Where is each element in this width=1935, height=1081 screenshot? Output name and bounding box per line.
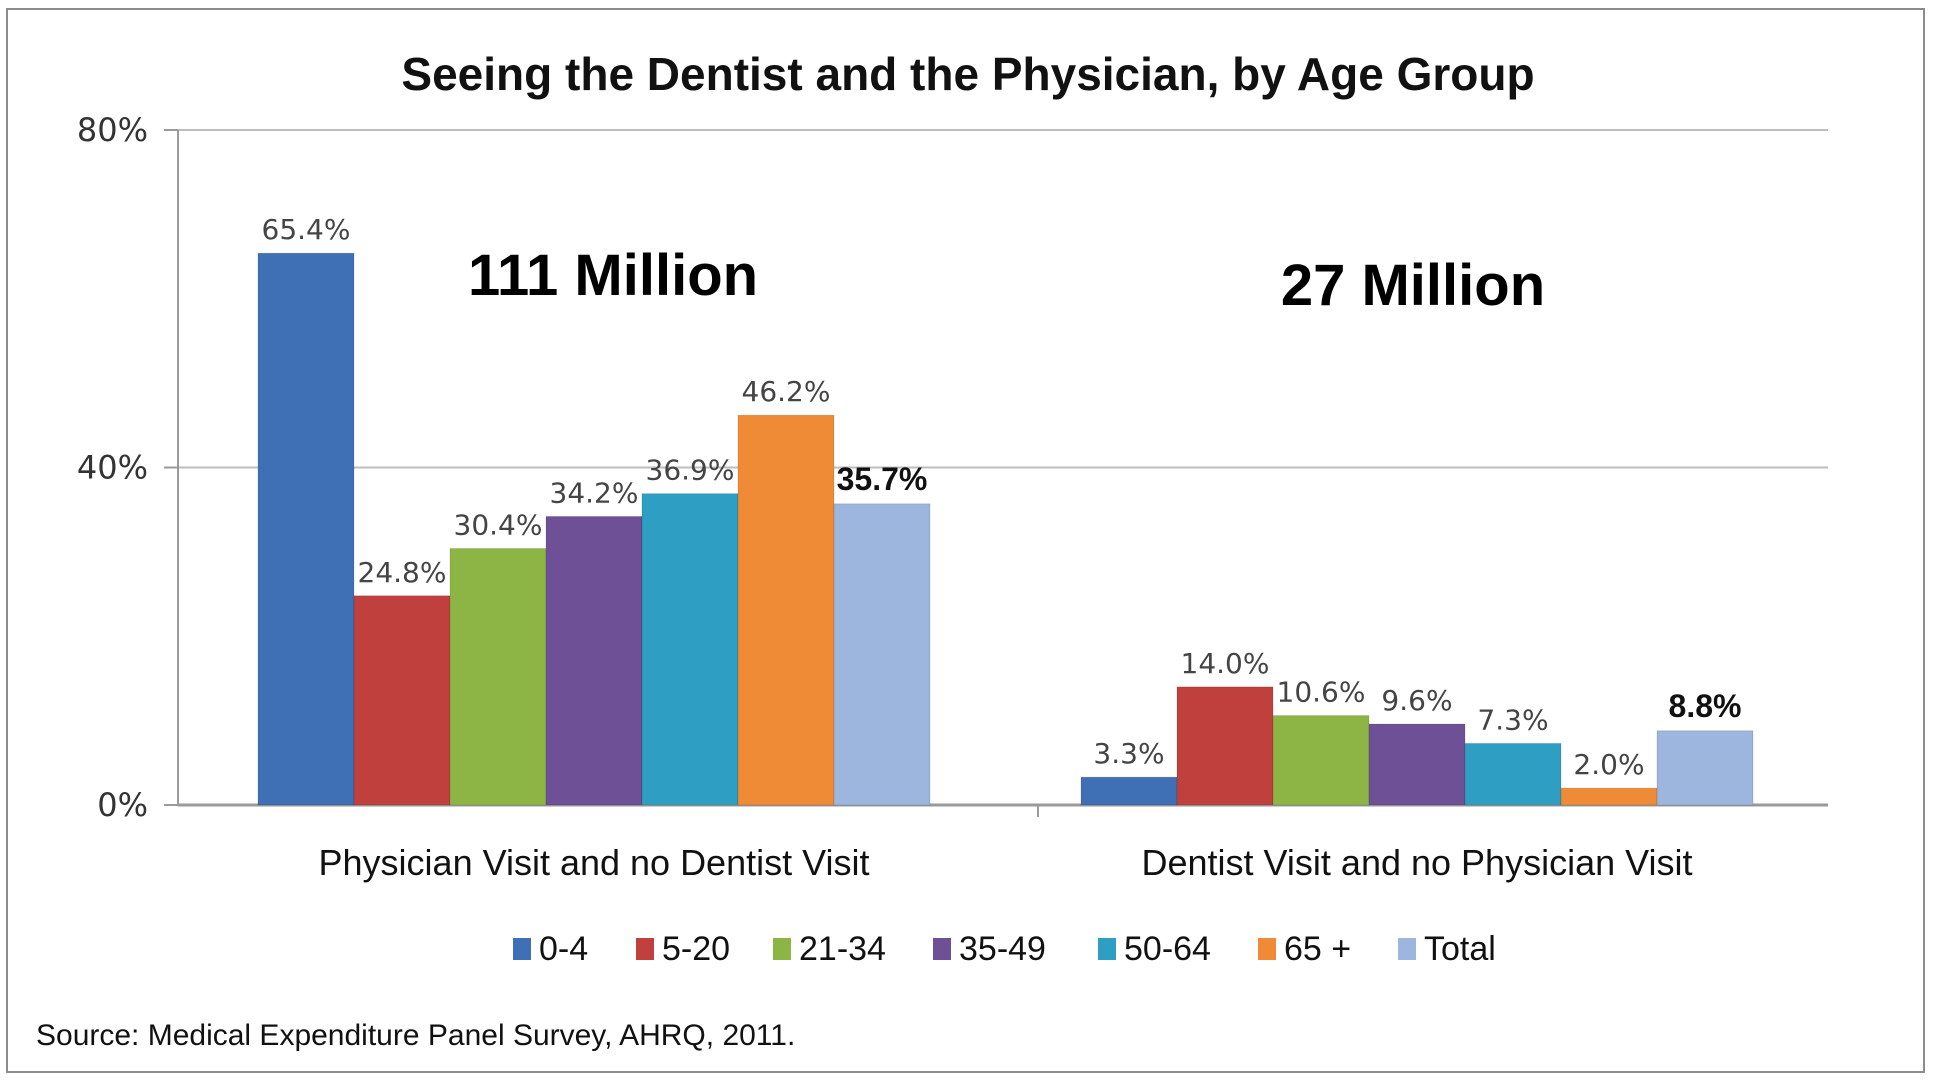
chart-title: Seeing the Dentist and the Physician, by… bbox=[401, 48, 1534, 100]
category-label: Physician Visit and no Dentist Visit bbox=[319, 842, 870, 883]
bar-520-dentist bbox=[1176, 686, 1274, 806]
y-tick-label: 0% bbox=[97, 786, 148, 824]
data-labels: 65.4% 24.8%30.4%34.2%36.9% 46.2% 35.7% 3.3% 1… bbox=[262, 213, 1742, 781]
chart-frame: Seeing the Dentist and the Physician, by… bbox=[6, 8, 1925, 1073]
data-label: 24.8% bbox=[358, 556, 447, 589]
legend-label: Total bbox=[1424, 930, 1496, 968]
legend-swatch bbox=[636, 938, 654, 960]
data-label: 35.7% bbox=[837, 461, 928, 497]
bar-3549-physician bbox=[545, 515, 643, 806]
data-label: 34.2% bbox=[550, 476, 639, 509]
bar-65-physician bbox=[737, 414, 835, 806]
bar-2134-physician bbox=[449, 548, 547, 806]
legend-swatch bbox=[1398, 938, 1416, 960]
legend-label: 35-49 bbox=[959, 930, 1046, 968]
legend-label: 5-20 bbox=[662, 930, 730, 968]
legend-swatch bbox=[1258, 938, 1276, 960]
y-tick-label: 40% bbox=[77, 449, 148, 487]
bar-5064-dentist bbox=[1464, 742, 1562, 806]
bars bbox=[257, 252, 1754, 806]
legend-label: 0-4 bbox=[539, 930, 588, 968]
legend-swatch bbox=[513, 938, 531, 960]
data-label: 65.4% bbox=[262, 213, 351, 246]
bar-3549-dentist bbox=[1368, 723, 1466, 806]
bar-04-dentist bbox=[1080, 776, 1178, 806]
legend-swatch bbox=[1098, 938, 1116, 960]
data-label: 7.3% bbox=[1477, 703, 1548, 736]
bar-5064-physician bbox=[641, 493, 739, 806]
bar-2134-dentist bbox=[1272, 715, 1370, 806]
data-label: 2.0% bbox=[1573, 748, 1644, 781]
data-label: 14.0% bbox=[1181, 647, 1270, 680]
annotation-111-million: 111 Million bbox=[468, 243, 758, 308]
data-label: 36.9% bbox=[646, 454, 735, 487]
data-label: 10.6% bbox=[1277, 676, 1366, 709]
bar-65-dentist bbox=[1560, 787, 1658, 806]
y-axis: 0% 40% 80% bbox=[77, 111, 1039, 824]
legend-swatch bbox=[773, 938, 791, 960]
source-note: Source: Medical Expenditure Panel Survey… bbox=[36, 1019, 795, 1052]
legend-label: 65 + bbox=[1284, 930, 1351, 968]
y-tick-label: 80% bbox=[77, 111, 148, 149]
legend-swatch bbox=[933, 938, 951, 960]
annotation-27-million: 27 Million bbox=[1281, 253, 1545, 318]
category-label: Dentist Visit and no Physician Visit bbox=[1142, 842, 1693, 883]
bar-total-physician bbox=[833, 503, 931, 806]
category-labels: Physician Visit and no Dentist Visit Dent… bbox=[319, 842, 1693, 883]
bar-total-dentist bbox=[1656, 730, 1754, 806]
bar-chart: Seeing the Dentist and the Physician, by… bbox=[36, 48, 1828, 1052]
data-label: 8.8% bbox=[1669, 688, 1742, 724]
data-label: 9.6% bbox=[1381, 684, 1452, 717]
data-label: 46.2% bbox=[742, 375, 831, 408]
legend-label: 50-64 bbox=[1124, 930, 1211, 968]
legend-label: 21-34 bbox=[799, 930, 886, 968]
data-label: 3.3% bbox=[1093, 737, 1164, 770]
data-label: 30.4% bbox=[454, 509, 543, 542]
bar-04-physician bbox=[257, 252, 355, 806]
bar-520-physician bbox=[353, 595, 451, 806]
legend: 0-4 5-20 21-34 35-49 50-64 65 + Total bbox=[513, 930, 1496, 968]
